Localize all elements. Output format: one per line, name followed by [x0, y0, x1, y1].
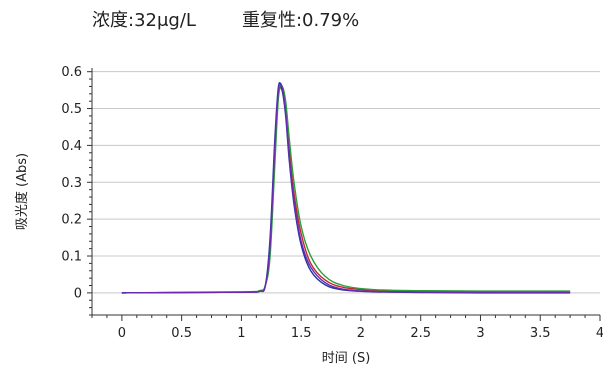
- y-tick-label: 0.3: [61, 176, 82, 191]
- concentration-label: 浓度:32μg/L: [92, 10, 196, 31]
- x-tick-label: 0: [118, 326, 126, 341]
- series-line-3: [121, 82, 571, 294]
- y-tick-label: 0.1: [61, 250, 82, 265]
- y-tick-label: 0.5: [61, 102, 82, 117]
- y-tick-label: 0.6: [61, 65, 82, 80]
- series-line-1: [121, 86, 571, 294]
- x-tick-label: 4: [596, 326, 603, 341]
- y-tick-label: 0.4: [61, 139, 82, 154]
- series-group: [121, 82, 571, 294]
- repeatability-label: 重复性:0.79%: [241, 10, 360, 31]
- x-tick-label: 0.5: [171, 326, 192, 341]
- x-tick-label: 3: [476, 326, 484, 341]
- y-tick-label: 0: [74, 286, 82, 301]
- y-axis-label: 吸光度 (Abs): [14, 153, 30, 230]
- chart-header: 浓度:32μg/L 重复性:0.79%: [92, 6, 359, 36]
- x-axis-label: 时间 (S): [322, 351, 371, 366]
- x-tick-label: 2.5: [410, 326, 431, 341]
- x-tick-label: 2: [357, 326, 365, 341]
- x-tick-label: 1.5: [291, 326, 312, 341]
- series-line-2: [121, 85, 571, 294]
- series-line-4: [121, 82, 571, 294]
- y-tick-label: 0.2: [61, 213, 82, 228]
- grid-lines: [92, 71, 600, 294]
- x-tick-label: 1: [237, 326, 245, 341]
- axes: 0 0.1 0.2 0.3 0.4 0.5 0.6 0 0.5 1 1.5 2 2.5 3 3.5 4: [61, 65, 603, 341]
- x-tick-label: 3.5: [530, 326, 551, 341]
